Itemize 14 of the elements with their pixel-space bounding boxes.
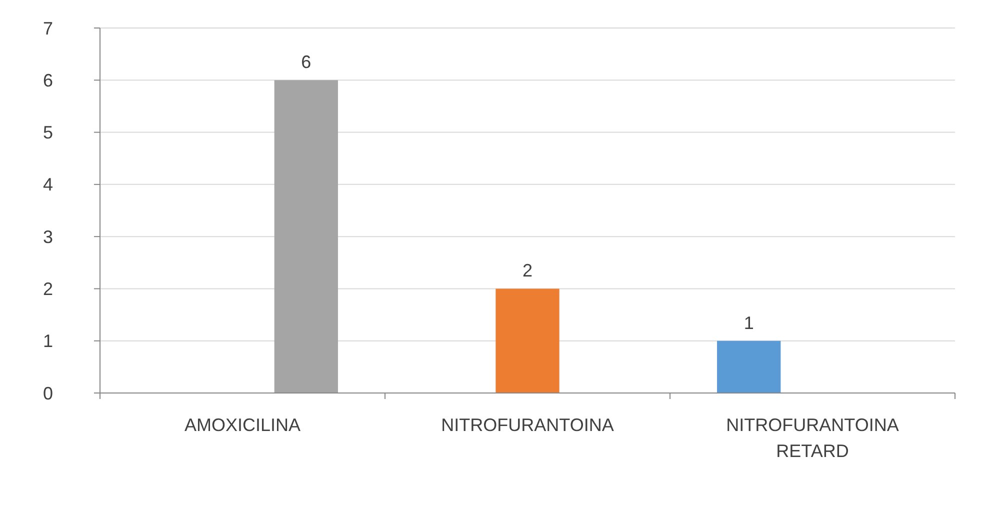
y-tick-label: 0 bbox=[42, 383, 54, 404]
data-label: 6 bbox=[301, 52, 312, 72]
y-tick-label: 5 bbox=[42, 122, 54, 143]
data-label: 2 bbox=[522, 260, 533, 281]
y-tick-label: 3 bbox=[42, 226, 54, 247]
x-tick-label: AMOXICILINA bbox=[184, 415, 301, 435]
x-tick-label: NITROFURANTOINA RETARD bbox=[726, 415, 899, 461]
y-tick-label: 6 bbox=[42, 70, 54, 90]
data-label: 1 bbox=[744, 312, 754, 333]
y-tick-label: 1 bbox=[42, 331, 54, 352]
y-tick-label: 2 bbox=[42, 279, 54, 300]
y-tick-label: 4 bbox=[42, 174, 54, 195]
x-tick-label: NITROFURANTOINA bbox=[441, 415, 614, 435]
y-tick-label: 7 bbox=[42, 18, 54, 38]
